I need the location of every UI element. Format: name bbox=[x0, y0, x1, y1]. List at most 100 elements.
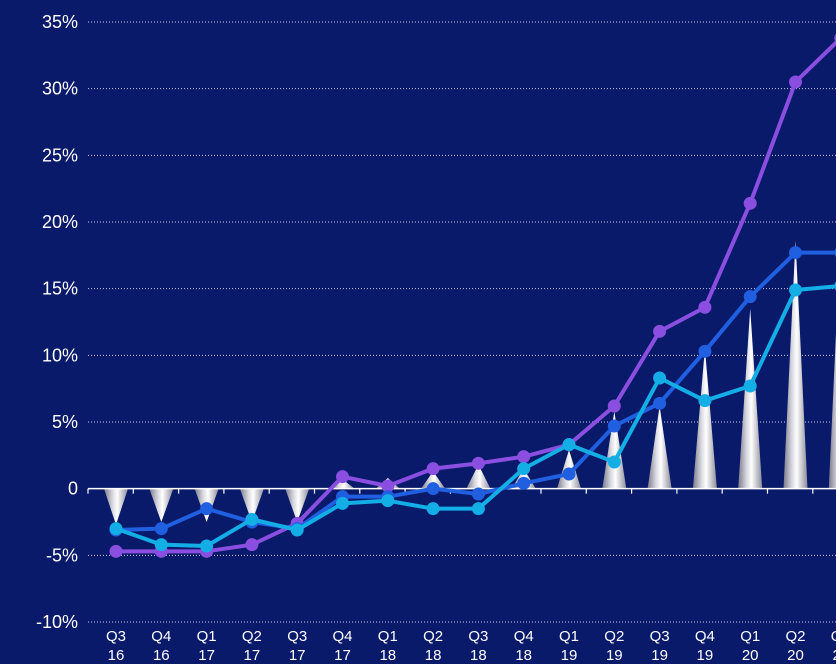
data-point bbox=[426, 482, 440, 496]
x-tick-label: 17 bbox=[244, 647, 261, 664]
x-tick-label: Q1 bbox=[378, 628, 398, 645]
spike-bar bbox=[104, 488, 128, 525]
x-axis bbox=[87, 487, 836, 494]
data-point bbox=[154, 522, 168, 536]
data-point bbox=[245, 512, 259, 526]
data-point bbox=[200, 539, 214, 553]
x-tick-label: 18 bbox=[379, 647, 396, 664]
spike-bar bbox=[602, 411, 627, 489]
line-series bbox=[109, 33, 836, 558]
data-point bbox=[426, 462, 440, 476]
data-point bbox=[743, 379, 757, 393]
x-tick-label: 18 bbox=[470, 647, 487, 664]
data-point bbox=[426, 502, 440, 516]
y-tick-label: -10% bbox=[36, 612, 78, 632]
data-point bbox=[607, 419, 621, 433]
data-point bbox=[607, 399, 621, 413]
x-axis-tick-labels: Q3 16 Q4 16 Q1 17 Q2 17 Q3 17 Q4 17 Q1 18 Q2 18 Q3 18 Q4 18… bbox=[106, 628, 836, 664]
x-tick-label: 16 bbox=[108, 647, 125, 664]
x-tick-label: Q4 bbox=[514, 628, 534, 645]
data-point bbox=[336, 496, 349, 510]
x-tick-label: 18 bbox=[425, 647, 442, 664]
data-point bbox=[653, 396, 667, 410]
x-tick-label: 17 bbox=[198, 647, 215, 664]
spike-bar bbox=[421, 471, 446, 489]
data-point bbox=[517, 462, 531, 476]
data-point bbox=[109, 522, 123, 536]
y-tick-label: 35% bbox=[42, 12, 78, 32]
spike-bar bbox=[738, 308, 763, 489]
x-tick-label: Q3 bbox=[287, 628, 307, 645]
data-point bbox=[698, 344, 712, 358]
x-tick-label: 16 bbox=[153, 647, 170, 664]
x-tick-label: 19 bbox=[561, 647, 578, 664]
x-tick-label: Q1 bbox=[559, 628, 579, 645]
data-point bbox=[607, 455, 621, 469]
data-point bbox=[109, 544, 123, 558]
data-point bbox=[653, 371, 667, 385]
y-tick-label: 0 bbox=[68, 479, 78, 499]
data-point bbox=[336, 470, 349, 484]
x-tick-label: Q3 bbox=[106, 628, 126, 645]
data-point bbox=[245, 538, 259, 552]
x-tick-label: Q2 bbox=[423, 628, 443, 645]
x-tick-label: Q3 bbox=[468, 628, 488, 645]
x-tick-label: Q2 bbox=[785, 628, 805, 645]
data-point bbox=[743, 196, 757, 210]
data-point bbox=[653, 324, 667, 338]
x-tick-label: Q4 bbox=[151, 628, 171, 645]
y-tick-label: 30% bbox=[42, 79, 78, 99]
spike-bar bbox=[466, 464, 491, 489]
spike-bar bbox=[285, 488, 310, 522]
data-point bbox=[200, 502, 214, 516]
spike-bar bbox=[647, 406, 672, 489]
data-point bbox=[698, 300, 712, 314]
x-tick-label: 20 bbox=[832, 647, 836, 664]
data-point bbox=[743, 290, 757, 304]
x-tick-label: Q3 bbox=[831, 628, 836, 645]
x-tick-label: Q4 bbox=[695, 628, 715, 645]
data-point bbox=[471, 456, 485, 470]
data-point bbox=[290, 523, 304, 537]
x-tick-label: 19 bbox=[606, 647, 623, 664]
spike-bar bbox=[692, 348, 717, 489]
y-axis-tick-labels: -10% -5% 0 5% 10% 15% 20% 25% 30% 35% bbox=[36, 12, 78, 632]
data-point bbox=[471, 502, 485, 516]
x-tick-label: 17 bbox=[289, 647, 306, 664]
x-tick-label: 20 bbox=[787, 647, 804, 664]
x-tick-label: Q1 bbox=[740, 628, 760, 645]
x-tick-label: 20 bbox=[742, 647, 759, 664]
x-tick-label: 19 bbox=[697, 647, 714, 664]
x-tick-label: 17 bbox=[334, 647, 351, 664]
y-tick-label: 20% bbox=[42, 212, 78, 232]
y-tick-label: 10% bbox=[42, 345, 78, 365]
spike-bar bbox=[239, 488, 264, 522]
data-point bbox=[154, 538, 168, 552]
spike-series bbox=[104, 240, 836, 525]
y-tick-label: -5% bbox=[46, 545, 78, 565]
x-tick-label: Q2 bbox=[242, 628, 262, 645]
data-point bbox=[789, 246, 802, 260]
spike-bar bbox=[783, 240, 808, 489]
data-point bbox=[562, 467, 576, 481]
spike-bar bbox=[828, 333, 836, 489]
data-point bbox=[517, 476, 531, 490]
x-tick-label: Q2 bbox=[604, 628, 624, 645]
y-tick-label: 25% bbox=[42, 145, 78, 165]
x-tick-label: 18 bbox=[515, 647, 532, 664]
x-tick-label: Q4 bbox=[332, 628, 352, 645]
spike-bar bbox=[149, 488, 174, 522]
data-point bbox=[517, 450, 531, 464]
x-tick-label: 19 bbox=[651, 647, 668, 664]
data-point bbox=[789, 283, 802, 297]
x-tick-label: Q3 bbox=[650, 628, 670, 645]
gridlines bbox=[88, 21, 836, 623]
data-point bbox=[789, 75, 802, 89]
x-tick-label: Q1 bbox=[197, 628, 217, 645]
data-point bbox=[698, 394, 712, 408]
spike-bar bbox=[330, 479, 355, 489]
data-point bbox=[381, 494, 395, 508]
y-tick-label: 15% bbox=[42, 279, 78, 299]
